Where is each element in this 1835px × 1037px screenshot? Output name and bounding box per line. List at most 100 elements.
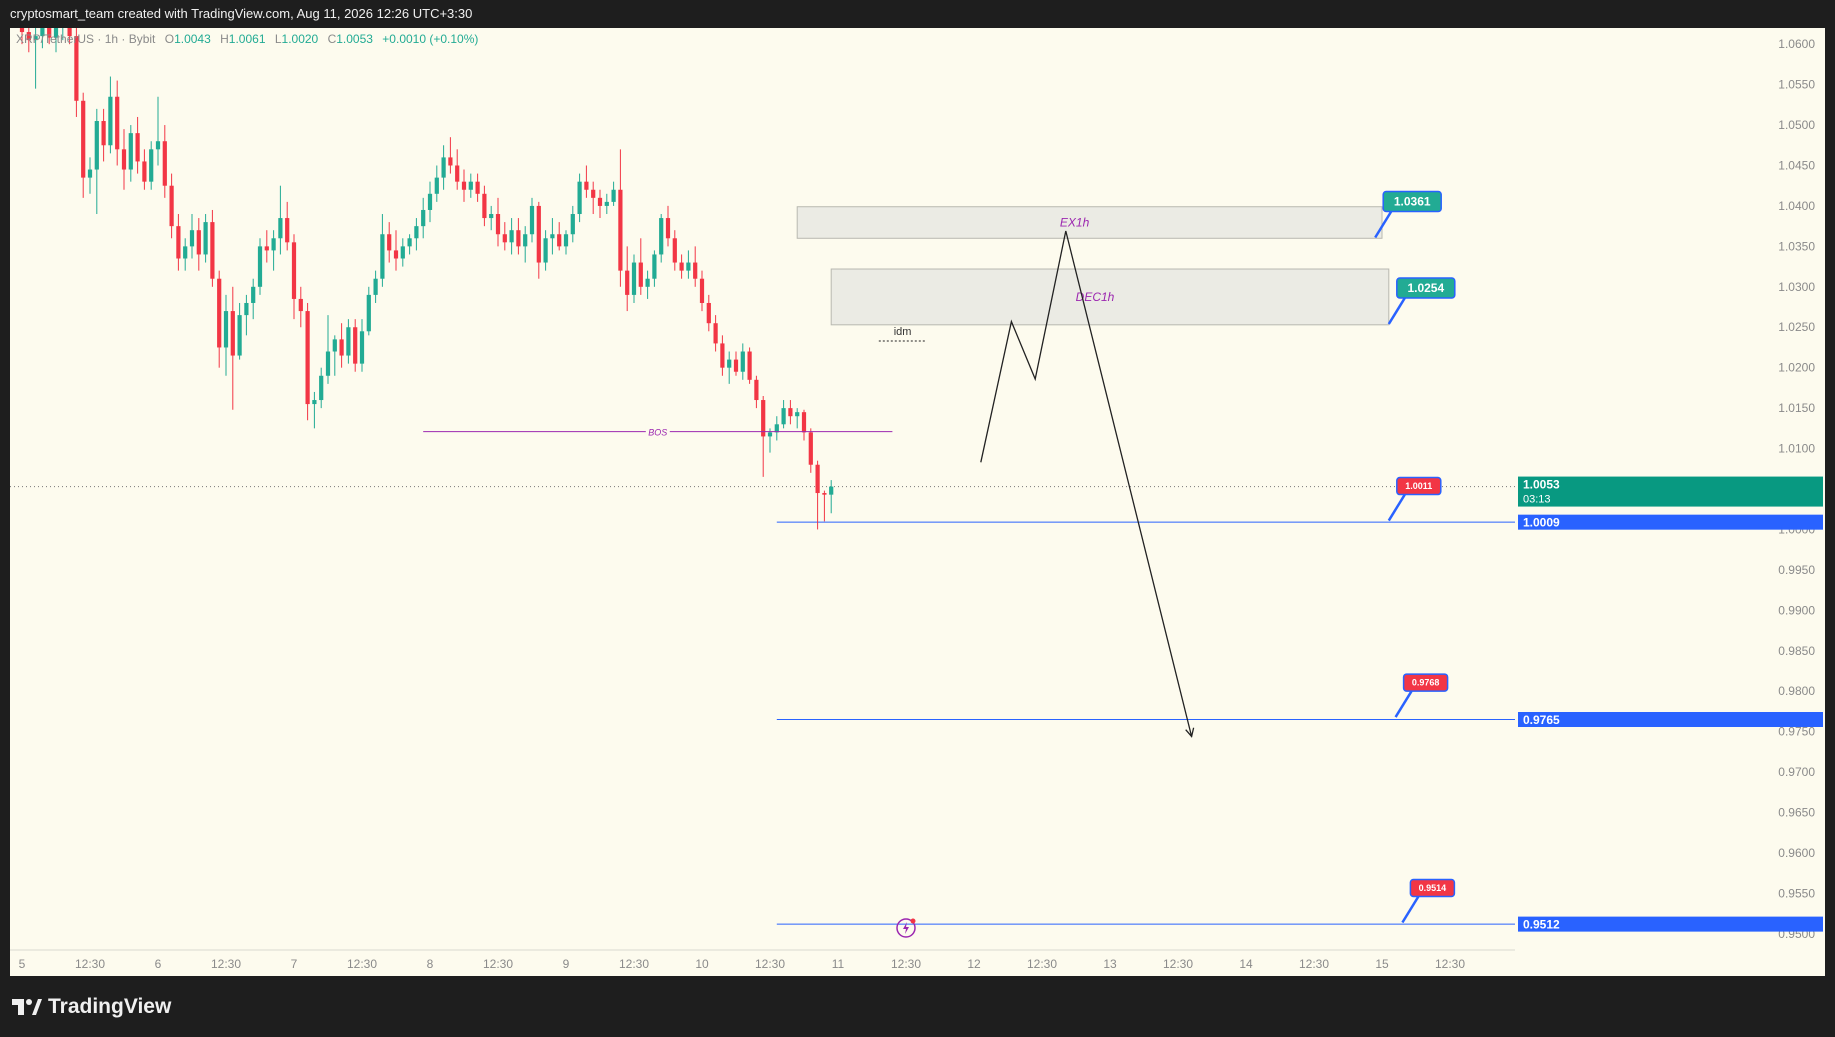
candle <box>720 335 725 376</box>
candle-body <box>19 28 25 33</box>
price-tick-label: 1.0150 <box>1778 401 1815 415</box>
candle <box>94 108 99 215</box>
candle <box>706 294 711 332</box>
candle <box>740 343 745 380</box>
candle-body <box>727 359 732 368</box>
candle-body <box>366 294 371 332</box>
candle <box>244 294 249 336</box>
legend-open: 1.0043 <box>174 32 211 46</box>
candle-body <box>210 222 215 279</box>
candle-body <box>298 298 303 312</box>
candle-body <box>597 197 603 206</box>
candle-body <box>461 181 467 190</box>
time-tick-label: 10 <box>695 957 709 971</box>
candle <box>230 286 235 410</box>
candle <box>135 116 140 174</box>
price-tick-label: 1.0600 <box>1778 37 1815 51</box>
candle <box>659 214 664 263</box>
tradingview-logo[interactable]: TradingView <box>12 994 171 1020</box>
candle-body <box>550 234 555 239</box>
candle <box>788 400 793 425</box>
time-tick-label: 9 <box>563 957 570 971</box>
lightning-icon-bolt <box>903 922 909 934</box>
candle <box>543 230 548 271</box>
candle <box>434 165 439 202</box>
candle-body <box>230 311 235 356</box>
candles <box>19 28 834 530</box>
callout-text: 0.9514 <box>1419 883 1447 893</box>
price-tick-label: 0.9950 <box>1778 563 1815 577</box>
candle <box>121 129 127 190</box>
candle <box>40 28 45 49</box>
callout-text: 1.0254 <box>1407 281 1444 295</box>
candle <box>298 286 303 328</box>
price-tick-label: 1.0200 <box>1778 361 1815 375</box>
price-tick-label: 1.0550 <box>1778 78 1815 92</box>
candle <box>815 460 820 530</box>
candle-body <box>312 400 317 405</box>
candle <box>319 367 324 409</box>
candle <box>577 173 582 223</box>
candle-body <box>713 323 718 344</box>
candle <box>563 230 569 255</box>
time-tick-label: 12:30 <box>755 957 785 971</box>
candle <box>679 254 684 279</box>
candle-body <box>155 141 161 150</box>
price-axis-label: 0.9765 <box>1518 712 1823 727</box>
candle <box>325 315 331 384</box>
callout-box <box>1382 190 1442 213</box>
candle <box>645 270 650 299</box>
candle <box>672 230 677 271</box>
candle <box>801 409 807 441</box>
callout-text: 1.0361 <box>1394 194 1431 208</box>
candle-body <box>563 234 569 247</box>
chart-pane[interactable]: EX1h DEC1h BOS idm 1.0361 1.0254 1.0011 0.976… <box>10 28 1825 976</box>
candle <box>631 254 637 303</box>
price-tick-label: 1.0250 <box>1778 320 1815 334</box>
candle <box>427 181 433 223</box>
candle-body <box>183 246 188 259</box>
candle-body <box>761 400 766 437</box>
countdown-text: 03:13 <box>1523 494 1551 506</box>
candle <box>257 238 263 295</box>
candle-body <box>149 149 154 182</box>
price-chart[interactable]: EX1h DEC1h BOS idm 1.0361 1.0254 1.0011 0.976… <box>10 28 1825 976</box>
price-axis-label-text: 0.9512 <box>1523 918 1560 932</box>
candle-body <box>795 412 800 417</box>
time-tick-label: 14 <box>1239 957 1253 971</box>
candle <box>638 238 643 295</box>
candle-body <box>400 246 405 259</box>
candle-body <box>557 234 562 247</box>
callout-pointer <box>1387 493 1406 522</box>
lightning-icon <box>896 918 916 938</box>
callout-pointer <box>1401 895 1420 924</box>
candle <box>47 28 52 45</box>
projection-path <box>980 230 1193 737</box>
candle-body <box>81 100 86 178</box>
candle-body <box>189 230 195 247</box>
candle <box>618 149 623 287</box>
candle-body <box>264 246 269 251</box>
candle <box>115 80 120 166</box>
legend-close: 1.0053 <box>336 32 373 46</box>
candle <box>332 335 337 376</box>
candle <box>53 28 59 53</box>
price-tick-label: 0.9650 <box>1778 806 1815 820</box>
candle-body <box>808 432 813 465</box>
time-tick-label: 5 <box>19 957 26 971</box>
candle <box>264 230 269 263</box>
price-axis-label: 1.0009 <box>1518 514 1823 530</box>
candle-body <box>251 286 256 303</box>
watermark-bar: cryptosmart_team created with TradingVie… <box>0 0 1835 28</box>
candle <box>536 201 541 279</box>
price-tick-label: 0.9550 <box>1778 886 1815 900</box>
price-tick-label: 1.0400 <box>1778 199 1815 213</box>
candle <box>495 197 501 247</box>
candle-body <box>135 133 140 162</box>
candle-body <box>788 408 793 417</box>
candle <box>795 408 800 429</box>
candle <box>149 141 154 190</box>
candle <box>196 218 201 271</box>
candle-body <box>325 351 331 376</box>
candle-body <box>26 32 31 41</box>
